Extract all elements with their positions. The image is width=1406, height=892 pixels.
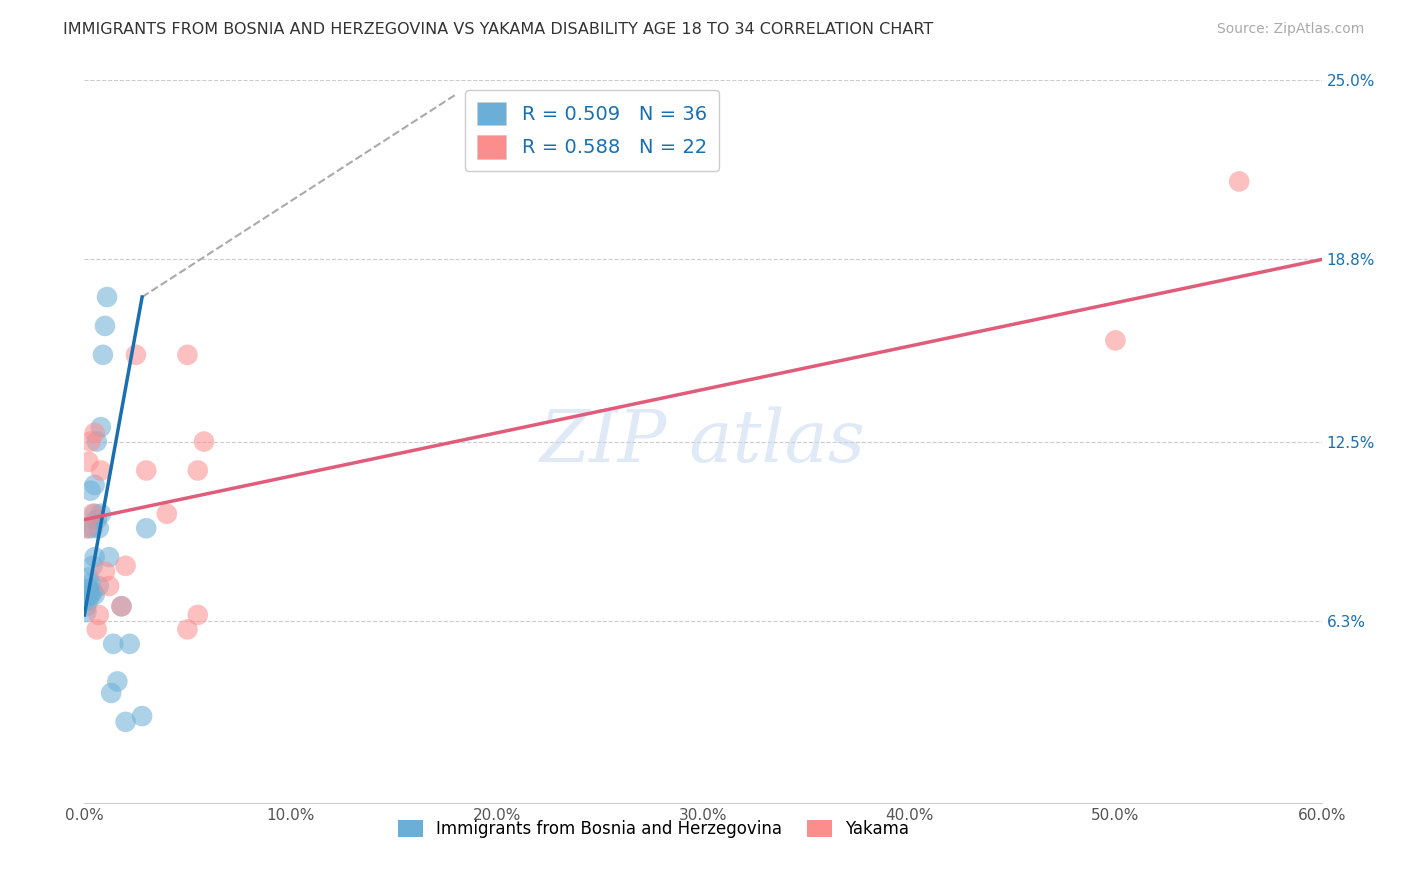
Point — [187, 607, 209, 622]
Point — [94, 565, 117, 579]
Point — [87, 579, 110, 593]
Point — [83, 550, 105, 565]
Point — [82, 584, 104, 599]
Point — [77, 521, 100, 535]
Point — [77, 593, 100, 607]
Point — [98, 550, 121, 565]
Point — [1104, 334, 1126, 348]
Point — [83, 478, 105, 492]
Point — [86, 512, 108, 526]
Point — [79, 434, 101, 449]
Point — [77, 455, 100, 469]
Point — [193, 434, 215, 449]
Point — [96, 290, 118, 304]
Point — [135, 463, 157, 477]
Text: Source: ZipAtlas.com: Source: ZipAtlas.com — [1216, 22, 1364, 37]
Point — [75, 599, 97, 614]
Point — [75, 591, 97, 605]
Point — [77, 582, 100, 596]
Point — [114, 558, 136, 573]
Point — [1227, 174, 1250, 188]
Point — [187, 463, 209, 477]
Point — [90, 507, 112, 521]
Point — [75, 584, 97, 599]
Point — [100, 686, 122, 700]
Point — [105, 674, 128, 689]
Point — [79, 588, 101, 602]
Point — [82, 507, 104, 521]
Point — [83, 588, 105, 602]
Point — [118, 637, 141, 651]
Point — [82, 521, 104, 535]
Point — [156, 507, 179, 521]
Point — [82, 558, 104, 573]
Point — [135, 521, 157, 535]
Point — [87, 521, 110, 535]
Point — [91, 348, 114, 362]
Point — [98, 579, 121, 593]
Point — [79, 576, 101, 591]
Point — [125, 348, 148, 362]
Point — [90, 463, 112, 477]
Point — [176, 348, 198, 362]
Point — [110, 599, 132, 614]
Text: ZIP atlas: ZIP atlas — [540, 406, 866, 477]
Point — [79, 483, 101, 498]
Text: IMMIGRANTS FROM BOSNIA AND HERZEGOVINA VS YAKAMA DISABILITY AGE 18 TO 34 CORRELA: IMMIGRANTS FROM BOSNIA AND HERZEGOVINA V… — [63, 22, 934, 37]
Point — [83, 425, 105, 440]
Point — [131, 709, 153, 723]
Point — [83, 507, 105, 521]
Point — [86, 434, 108, 449]
Point — [86, 623, 108, 637]
Point — [176, 623, 198, 637]
Point — [77, 570, 100, 584]
Point — [75, 605, 97, 619]
Point — [110, 599, 132, 614]
Legend: Immigrants from Bosnia and Herzegovina, Yakama: Immigrants from Bosnia and Herzegovina, … — [391, 814, 915, 845]
Point — [90, 420, 112, 434]
Point — [87, 607, 110, 622]
Point — [103, 637, 125, 651]
Point — [75, 521, 97, 535]
Point — [94, 318, 117, 333]
Point — [114, 714, 136, 729]
